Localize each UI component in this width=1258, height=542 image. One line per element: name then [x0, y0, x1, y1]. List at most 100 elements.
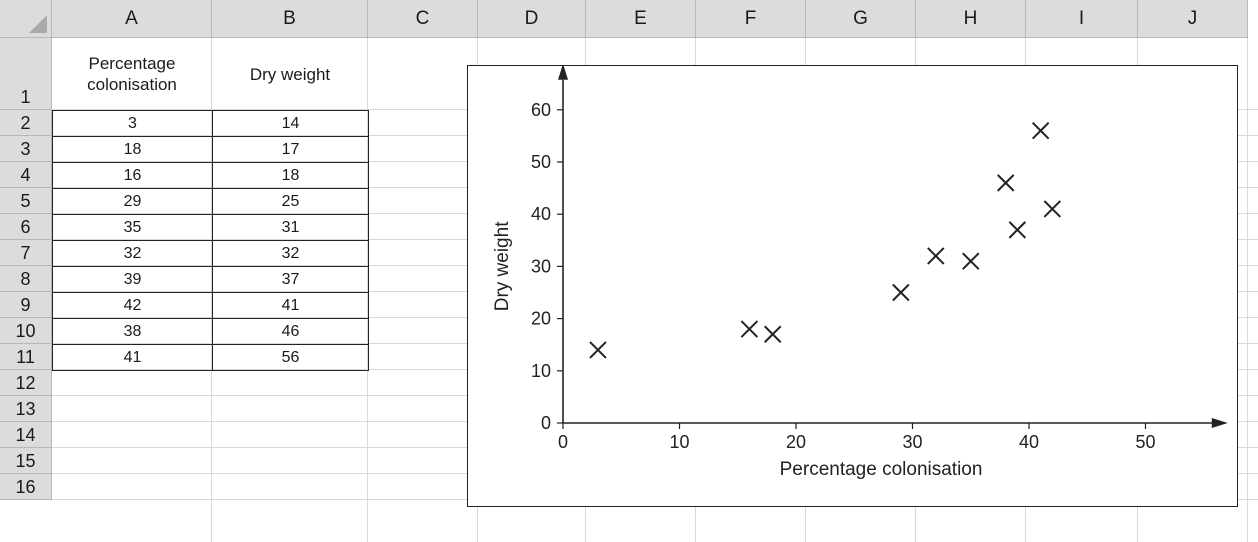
- cell-percentage-colonisation[interactable]: 29: [52, 188, 213, 215]
- y-tick-label: 0: [541, 413, 551, 433]
- cell-percentage-colonisation[interactable]: 38: [52, 318, 213, 345]
- cell-dry-weight[interactable]: 17: [212, 136, 369, 163]
- row-header-2[interactable]: 2: [0, 110, 52, 136]
- table-row: 3 14: [52, 110, 369, 137]
- data-point-marker: [962, 252, 980, 270]
- x-axis-arrow-icon: [1211, 418, 1228, 428]
- column-header-g[interactable]: G: [806, 0, 916, 38]
- chart-svg: 0 10 20 30 40 50 0 10 20 30 40 50 60 Percentage colon…: [492, 66, 1228, 480]
- cell-percentage-colonisation[interactable]: 41: [52, 344, 213, 371]
- table-row: 41 56: [52, 344, 369, 371]
- select-all-corner[interactable]: [0, 0, 52, 38]
- row-header-10[interactable]: 10: [0, 318, 52, 344]
- x-tick-label: 0: [558, 432, 568, 452]
- table-row: 38 46: [52, 318, 369, 345]
- cell-dry-weight[interactable]: 31: [212, 214, 369, 241]
- row-header-1[interactable]: 1: [0, 38, 52, 110]
- cell-percentage-colonisation[interactable]: 42: [52, 292, 213, 319]
- cell-percentage-colonisation[interactable]: 39: [52, 266, 213, 293]
- data-point-marker: [1008, 221, 1027, 239]
- data-table: 3 14 18 17 16 18 29 25 35 31 32 32 39 37 42 41 38 46 41 56: [52, 110, 369, 371]
- data-point-marker: [763, 325, 782, 343]
- scatter-chart[interactable]: 0 10 20 30 40 50 0 10 20 30 40 50 60 Percentage colon…: [467, 65, 1238, 507]
- data-point-marker: [1043, 200, 1062, 218]
- column-header-h[interactable]: H: [916, 0, 1026, 38]
- data-point-marker: [589, 341, 607, 359]
- select-all-triangle-icon: [29, 15, 47, 33]
- cell-percentage-colonisation[interactable]: 16: [52, 162, 213, 189]
- marker-stroke: [1008, 221, 1027, 239]
- marker-stroke: [1031, 121, 1050, 140]
- cell-dry-weight[interactable]: 18: [212, 162, 369, 189]
- data-point-marker: [927, 247, 945, 265]
- row-header-14[interactable]: 14: [0, 422, 52, 448]
- cell-dry-weight[interactable]: 41: [212, 292, 369, 319]
- x-tick-label: 40: [1019, 432, 1039, 452]
- y-tick-label: 60: [531, 100, 551, 120]
- row-header-16[interactable]: 16: [0, 474, 52, 500]
- y-tick-label: 50: [531, 152, 551, 172]
- y-axis-title: Dry weight: [492, 221, 513, 311]
- row-header-11[interactable]: 11: [0, 344, 52, 370]
- marker-stroke: [892, 283, 910, 302]
- y-tick-label: 40: [531, 204, 551, 224]
- x-tick-label: 10: [669, 432, 689, 452]
- column-header-b[interactable]: B: [212, 0, 368, 38]
- table-row: 42 41: [52, 292, 369, 319]
- row-header-5[interactable]: 5: [0, 188, 52, 214]
- cell-percentage-colonisation[interactable]: 32: [52, 240, 213, 267]
- x-tick-label: 50: [1135, 432, 1155, 452]
- x-tick-label: 20: [786, 432, 806, 452]
- y-tick-label: 10: [531, 361, 551, 381]
- column-header-e[interactable]: E: [586, 0, 696, 38]
- data-point-marker: [996, 174, 1015, 192]
- cell-dry-weight[interactable]: 37: [212, 266, 369, 293]
- marker-stroke: [996, 174, 1015, 192]
- marker-stroke: [589, 341, 607, 359]
- table-row: 39 37: [52, 266, 369, 293]
- data-point-marker: [740, 320, 759, 338]
- row-header-7[interactable]: 7: [0, 240, 52, 266]
- x-axis-title: Percentage colonisation: [780, 459, 983, 480]
- data-point-marker: [892, 283, 910, 302]
- row-header-4[interactable]: 4: [0, 162, 52, 188]
- header-percentage-colonisation[interactable]: Percentage colonisation: [87, 54, 177, 94]
- cell-dry-weight[interactable]: 32: [212, 240, 369, 267]
- row-header-9[interactable]: 9: [0, 292, 52, 318]
- table-row: 29 25: [52, 188, 369, 215]
- marker-stroke: [927, 247, 945, 265]
- y-axis-arrow-icon: [558, 66, 568, 80]
- cell-percentage-colonisation[interactable]: 35: [52, 214, 213, 241]
- column-header-a[interactable]: A: [52, 0, 212, 38]
- column-gridline: [1247, 38, 1248, 542]
- y-tick-label: 20: [531, 309, 551, 329]
- table-row: 18 17: [52, 136, 369, 163]
- table-row: 35 31: [52, 214, 369, 241]
- cell-percentage-colonisation[interactable]: 18: [52, 136, 213, 163]
- column-header-d[interactable]: D: [478, 0, 586, 38]
- marker-stroke: [1043, 200, 1062, 218]
- marker-stroke: [740, 320, 759, 338]
- cell-dry-weight[interactable]: 56: [212, 344, 369, 371]
- table-row: 16 18: [52, 162, 369, 189]
- column-header-f[interactable]: F: [696, 0, 806, 38]
- column-header-c[interactable]: C: [368, 0, 478, 38]
- cell-dry-weight[interactable]: 46: [212, 318, 369, 345]
- column-header-i[interactable]: I: [1026, 0, 1138, 38]
- table-row: 32 32: [52, 240, 369, 267]
- y-tick-label: 30: [531, 256, 551, 276]
- row-header-8[interactable]: 8: [0, 266, 52, 292]
- x-tick-label: 30: [902, 432, 922, 452]
- cell-dry-weight[interactable]: 14: [212, 110, 369, 137]
- cell-dry-weight[interactable]: 25: [212, 188, 369, 215]
- header-dry-weight[interactable]: Dry weight: [249, 64, 331, 84]
- row-header-13[interactable]: 13: [0, 396, 52, 422]
- row-header-3[interactable]: 3: [0, 136, 52, 162]
- row-header-6[interactable]: 6: [0, 214, 52, 240]
- marker-stroke: [962, 252, 980, 270]
- column-header-j[interactable]: J: [1138, 0, 1248, 38]
- row-header-12[interactable]: 12: [0, 370, 52, 396]
- cell-percentage-colonisation[interactable]: 3: [52, 110, 213, 137]
- row-header-15[interactable]: 15: [0, 448, 52, 474]
